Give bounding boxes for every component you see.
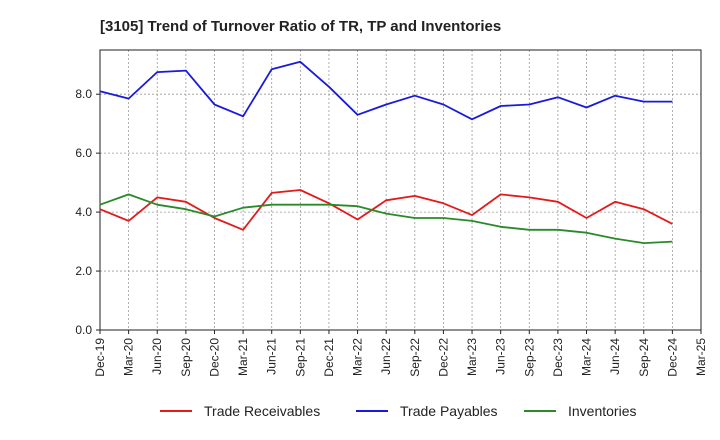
x-tick-label: Dec-20 [207,338,221,377]
x-tick-label: Mar-24 [580,338,594,376]
legend-label-trade-payables: Trade Payables [400,403,498,419]
series-line-inventories [99,193,673,245]
x-tick-label: Jun-22 [379,338,393,375]
legend: Trade Receivables Trade Payables Inventori… [160,403,636,419]
x-tick-label: Jun-21 [265,338,279,375]
grid-lines [100,50,701,330]
x-tick-label: Mar-21 [236,338,250,376]
x-tick-label: Sep-21 [293,338,307,377]
x-tick-label: Mar-25 [694,338,708,376]
y-tick-label: 6.0 [75,146,92,160]
x-tick-label: Dec-24 [665,338,679,377]
series-line-trade-payables [99,60,673,121]
x-tick-label: Jun-23 [494,338,508,375]
y-tick-label: 2.0 [75,264,92,278]
axes: 0.0 2.0 4.0 6.0 8.0 Dec-19 Mar-20 Jun-20 Sep-20 D… [75,49,708,377]
x-tick-label: Dec-21 [322,338,336,377]
y-tick-label: 8.0 [75,87,92,101]
y-tick-label: 0.0 [75,323,92,337]
x-tick-label: Dec-22 [436,338,450,377]
y-tick-label: 4.0 [75,205,92,219]
x-tick-label: Jun-24 [608,338,622,375]
x-tick-label: Sep-22 [408,338,422,377]
x-tick-label: Sep-23 [522,338,536,377]
x-tick-label: Mar-22 [351,338,365,376]
legend-label-trade-receivables: Trade Receivables [204,403,320,419]
series-line-trade-receivables [99,189,673,231]
series-lines [99,60,673,245]
x-tick-label: Sep-24 [637,338,651,377]
x-tick-label: Dec-19 [93,338,107,377]
x-tick-label: Sep-20 [179,338,193,377]
plot-border [99,49,702,331]
x-tick-label: Mar-23 [465,338,479,376]
chart-title: [3105] Trend of Turnover Ratio of TR, TP… [100,18,501,35]
x-tick-label: Dec-23 [551,338,565,377]
x-tick-label: Jun-20 [150,338,164,375]
x-tick-label: Mar-20 [122,338,136,376]
legend-label-inventories: Inventories [568,403,636,419]
